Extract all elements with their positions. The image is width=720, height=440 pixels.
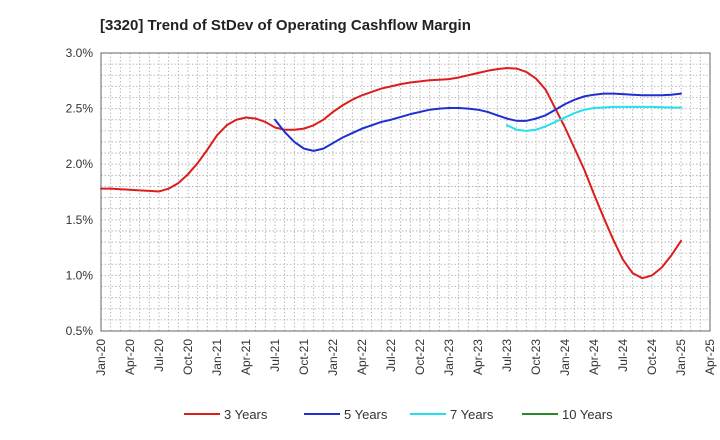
gridlines [101, 53, 710, 331]
legend-label-5-years: 5 Years [344, 407, 388, 422]
x-tick-label: Apr-23 [471, 339, 485, 375]
chart-title: [3320] Trend of StDev of Operating Cashf… [100, 17, 471, 34]
x-tick-label: Jan-23 [442, 339, 456, 376]
x-tick-label: Oct-23 [529, 339, 543, 375]
y-tick-label: 2.0% [66, 157, 94, 171]
x-tick-label: Apr-21 [239, 339, 253, 375]
y-tick-label: 1.0% [66, 268, 94, 282]
x-tick-label: Jan-20 [94, 339, 108, 376]
x-tick-label: Jan-25 [674, 339, 688, 376]
x-tick-label: Apr-20 [123, 339, 137, 375]
plot-area [101, 53, 710, 331]
x-tick-label: Oct-20 [181, 339, 195, 375]
x-tick-label: Jan-21 [210, 339, 224, 376]
x-tick-label: Jul-20 [152, 339, 166, 372]
legend-label-3-years: 3 Years [224, 407, 268, 422]
x-tick-label: Jan-22 [326, 339, 340, 376]
x-tick-label: Oct-21 [297, 339, 311, 375]
y-tick-label: 0.5% [66, 324, 94, 338]
x-tick-label: Jul-21 [268, 339, 282, 372]
series-lines [100, 67, 682, 280]
legend: 3 Years 5 Years 7 Years 10 Years [184, 407, 613, 422]
x-tick-label: Oct-24 [645, 339, 659, 375]
x-tick-label: Apr-25 [703, 339, 717, 375]
x-tick-label: Apr-24 [587, 339, 601, 375]
y-tick-label: 1.5% [66, 213, 94, 227]
series-line-3-years [100, 67, 682, 280]
y-tick-label: 3.0% [66, 46, 94, 60]
x-tick-label: Jul-23 [500, 339, 514, 372]
series-line-5-years [274, 92, 682, 152]
x-tick-label: Oct-22 [413, 339, 427, 375]
legend-label-7-years: 7 Years [450, 407, 494, 422]
legend-label-10-years: 10 Years [562, 407, 613, 422]
y-axis: 0.5% 1.0% 1.5% 2.0% 2.5% 3.0% [66, 46, 94, 338]
x-tick-label: Jul-24 [616, 339, 630, 372]
x-tick-label: Apr-22 [355, 339, 369, 375]
y-tick-label: 2.5% [66, 102, 94, 116]
plot-frame [100, 52, 711, 332]
x-tick-label: Jul-22 [384, 339, 398, 372]
x-axis: Jan-20 Apr-20 Jul-20 Oct-20 Jan-21 Apr-21 Jul-… [94, 339, 717, 376]
x-tick-label: Jan-24 [558, 339, 572, 376]
series-line-7-years [506, 105, 682, 132]
